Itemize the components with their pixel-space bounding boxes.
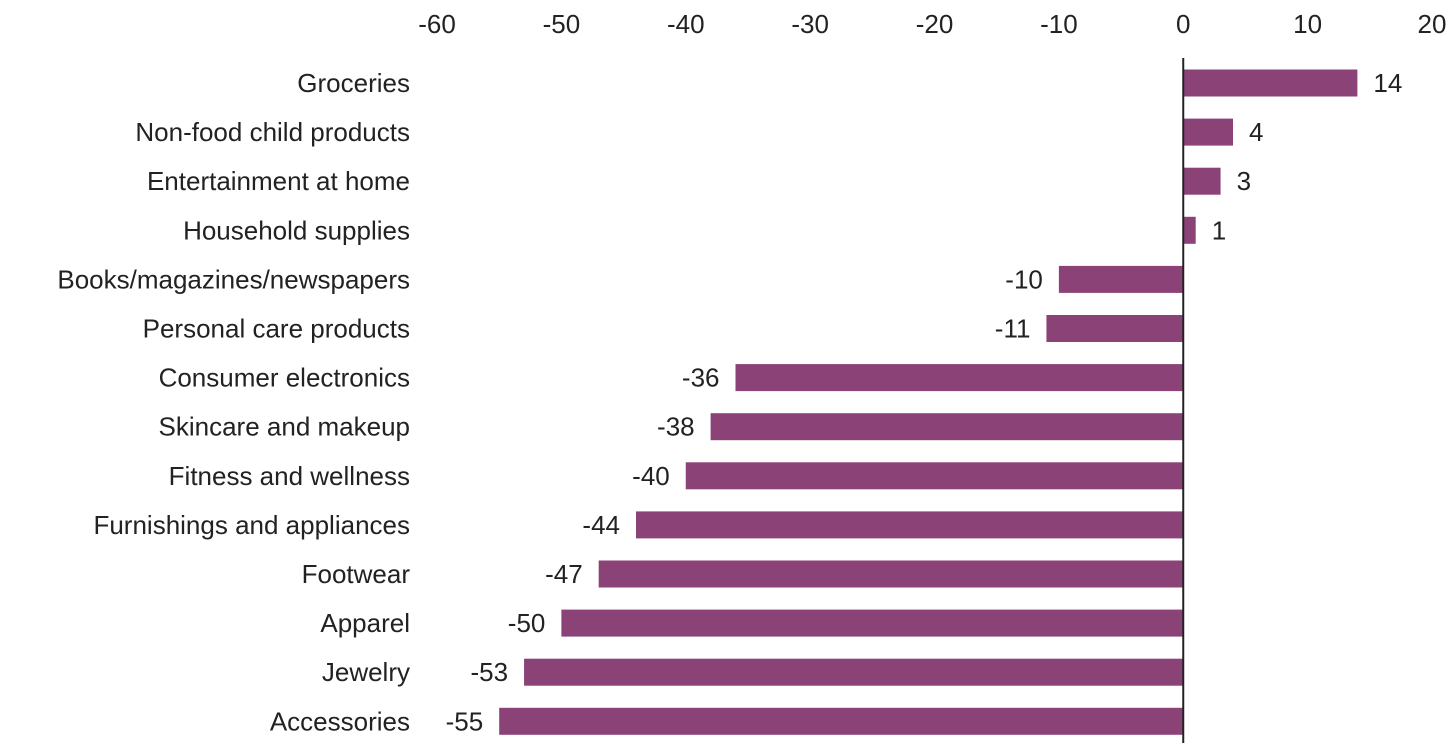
x-tick-label: -50: [543, 9, 581, 39]
category-label: Accessories: [270, 706, 410, 736]
value-label: 1: [1212, 215, 1226, 245]
bar: [524, 658, 1184, 686]
value-label: 14: [1373, 68, 1402, 98]
category-label: Footwear: [302, 559, 411, 589]
bar: [1183, 216, 1196, 244]
category-label: Skincare and makeup: [159, 412, 410, 442]
category-label: Household supplies: [183, 215, 410, 245]
value-label: -10: [1005, 264, 1043, 294]
value-label: -53: [470, 657, 508, 687]
category-label: Personal care products: [143, 314, 410, 344]
category-label: Entertainment at home: [147, 166, 410, 196]
bar: [561, 609, 1184, 637]
x-tick-label: -60: [418, 9, 456, 39]
category-label: Non-food child products: [135, 117, 410, 147]
x-tick-label: -40: [667, 9, 705, 39]
bar: [598, 560, 1184, 588]
x-tick-label: 0: [1176, 9, 1190, 39]
value-labels: 14 4 31 -10 -11 -36 -38 -40 -44 -47 -50-53 -55: [446, 68, 1403, 736]
value-label: -55: [446, 706, 484, 736]
bar: [735, 364, 1184, 392]
category-label: Apparel: [320, 608, 410, 638]
value-label: -11: [995, 314, 1031, 344]
x-tick-label: 20: [1418, 9, 1447, 39]
category-label: Jewelry: [322, 657, 410, 687]
value-label: -40: [632, 461, 670, 491]
bar: [710, 413, 1184, 441]
value-label: -36: [682, 363, 720, 393]
bar: [1183, 118, 1233, 146]
value-label: -50: [508, 608, 546, 638]
value-label: 3: [1237, 166, 1251, 196]
value-label: -44: [582, 510, 620, 540]
x-tick-label: -30: [791, 9, 829, 39]
bar: [1058, 265, 1184, 293]
category-labels: Groceries Non-food child products Entertai…: [57, 68, 410, 736]
bar: [636, 511, 1184, 539]
x-tick-label: -10: [1040, 9, 1078, 39]
value-label: 4: [1249, 117, 1263, 147]
category-label: Books/magazines/newspapers: [57, 264, 410, 294]
bar: [685, 462, 1184, 490]
category-label: Consumer electronics: [159, 363, 410, 393]
bar: [1183, 69, 1358, 97]
x-tick-label: -20: [916, 9, 954, 39]
category-label: Groceries: [297, 68, 410, 98]
value-label: -38: [657, 412, 695, 442]
bar: [1183, 167, 1221, 195]
bars: [499, 69, 1358, 735]
bar: [499, 707, 1184, 735]
value-label: -47: [545, 559, 583, 589]
x-tick-label: 10: [1293, 9, 1322, 39]
x-axis-ticks: -60 -50 -40 -30 -20 -10 0 10 20: [418, 9, 1446, 39]
bar: [1046, 315, 1184, 342]
category-label: Furnishings and appliances: [93, 510, 410, 540]
category-label: Fitness and wellness: [169, 461, 410, 491]
